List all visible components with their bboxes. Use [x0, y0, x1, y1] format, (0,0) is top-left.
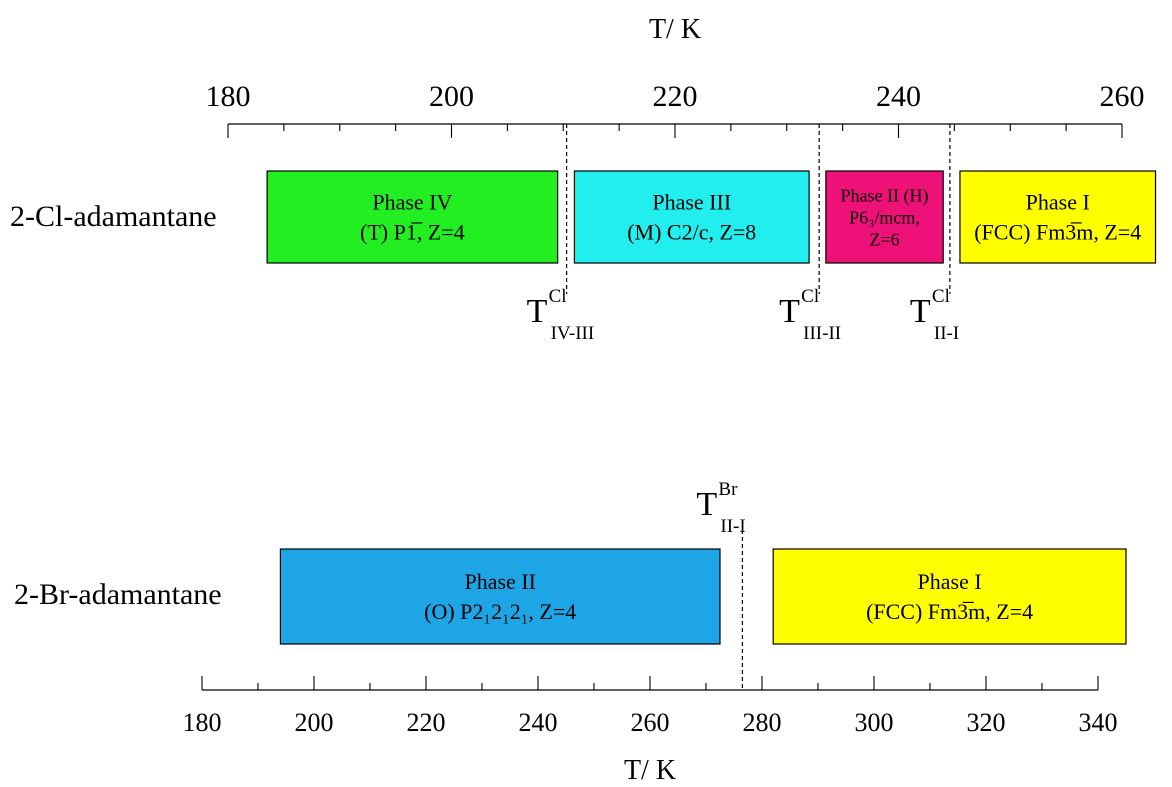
transition-sup: Cl	[549, 286, 567, 307]
transition-symbol: T	[779, 293, 800, 330]
phase-rect	[279, 548, 721, 645]
bottom-axis-tick-label: 180	[183, 708, 222, 737]
top-axis-title: T/ K	[649, 14, 701, 45]
phase-rect	[772, 548, 1127, 645]
bottom-axis-tick-label: 260	[631, 708, 670, 737]
phase-box: Phase I (FCC) Fm3̅m, Z=4	[772, 548, 1127, 645]
phase-rect	[266, 170, 559, 264]
phase-name: Phase III	[652, 190, 731, 215]
phase-name: Phase II (H)	[841, 185, 929, 206]
bottom-axis-tick-label: 340	[1079, 708, 1118, 737]
transition-sup: Br	[718, 479, 738, 500]
bottom-axis-tick-label: 220	[407, 708, 446, 737]
bottom-axis-tick-label: 280	[743, 708, 782, 737]
phase-rect	[573, 170, 810, 264]
phase-box: Phase IV (T) P1̅, Z=4	[266, 170, 559, 264]
phase-description: (T) P1̅, Z=4	[360, 220, 465, 245]
bottom-axis-tick-label: 200	[295, 708, 334, 737]
transition-marker: T Cl III-II	[779, 124, 841, 344]
compound-row: 2-Br-adamantane Phase II(O) P2₁2₁2₁, Z=4P…	[14, 479, 1127, 690]
phase-name: Phase I	[1026, 190, 1090, 215]
top-axis-tick-label: 240	[876, 80, 921, 113]
transition-marker: T Cl II-I	[910, 124, 959, 344]
compound-rows: 2-Cl-adamantane Phase IV(T) P1̅, Z=4Phase…	[10, 124, 1157, 690]
bottom-temperature-axis: 180 200 220 240 260 280 300 320 340 T/ K	[183, 676, 1118, 786]
transition-marker: T Cl IV-III	[527, 124, 595, 344]
phase-box: Phase II (O) P2₁2₁2₁, Z=4	[279, 548, 721, 645]
bottom-axis-tick-label: 240	[519, 708, 558, 737]
phase-box: Phase I (FCC) Fm3̅m, Z=4	[959, 170, 1157, 264]
top-axis-tick-label: 180	[206, 80, 251, 113]
phase-name: Phase I	[918, 569, 982, 594]
transition-sup: Cl	[801, 286, 819, 307]
transition-sub: II-I	[934, 323, 959, 344]
bottom-axis-tick-label: 320	[967, 708, 1006, 737]
phase-description: Z=6	[869, 229, 899, 249]
compound-name: 2-Br-adamantane	[14, 578, 222, 611]
phase-description: (M) C2/c, Z=8	[627, 220, 756, 245]
phase-rect	[959, 170, 1157, 264]
phase-description: (FCC) Fm3̅m, Z=4	[974, 220, 1141, 245]
top-axis-tick-label: 200	[429, 80, 474, 113]
top-temperature-axis: 180 200 220 240 260 T/ K	[206, 14, 1145, 138]
phase-description: (O) P2₁2₁2₁, Z=4	[424, 599, 576, 624]
bottom-axis-tick-label: 300	[855, 708, 894, 737]
transition-symbol: T	[527, 293, 548, 330]
phase-name: Phase II	[464, 569, 535, 594]
phase-description: P6₃/mcm,	[849, 207, 920, 227]
transition-marker: T Br II-I	[696, 479, 746, 690]
top-axis-tick-label: 260	[1100, 80, 1145, 113]
transition-symbol: T	[910, 293, 931, 330]
top-axis-tick-label: 220	[653, 80, 698, 113]
compound-row: 2-Cl-adamantane Phase IV(T) P1̅, Z=4Phase…	[10, 124, 1157, 344]
transition-sub: II-I	[720, 516, 745, 537]
phase-box: Phase III (M) C2/c, Z=8	[573, 170, 810, 264]
phase-name: Phase IV	[372, 190, 452, 215]
transition-sub: IV-III	[551, 323, 595, 344]
transition-sub: III-II	[803, 323, 841, 344]
phase-rect	[825, 170, 944, 264]
transition-sup: Cl	[932, 286, 950, 307]
transition-symbol: T	[696, 486, 717, 523]
phase-box: Phase II (H)P6₃/mcm,Z=6	[825, 170, 944, 264]
compound-name: 2-Cl-adamantane	[10, 200, 217, 233]
phase-description: (FCC) Fm3̅m, Z=4	[866, 599, 1033, 624]
bottom-axis-title: T/ K	[624, 755, 676, 786]
